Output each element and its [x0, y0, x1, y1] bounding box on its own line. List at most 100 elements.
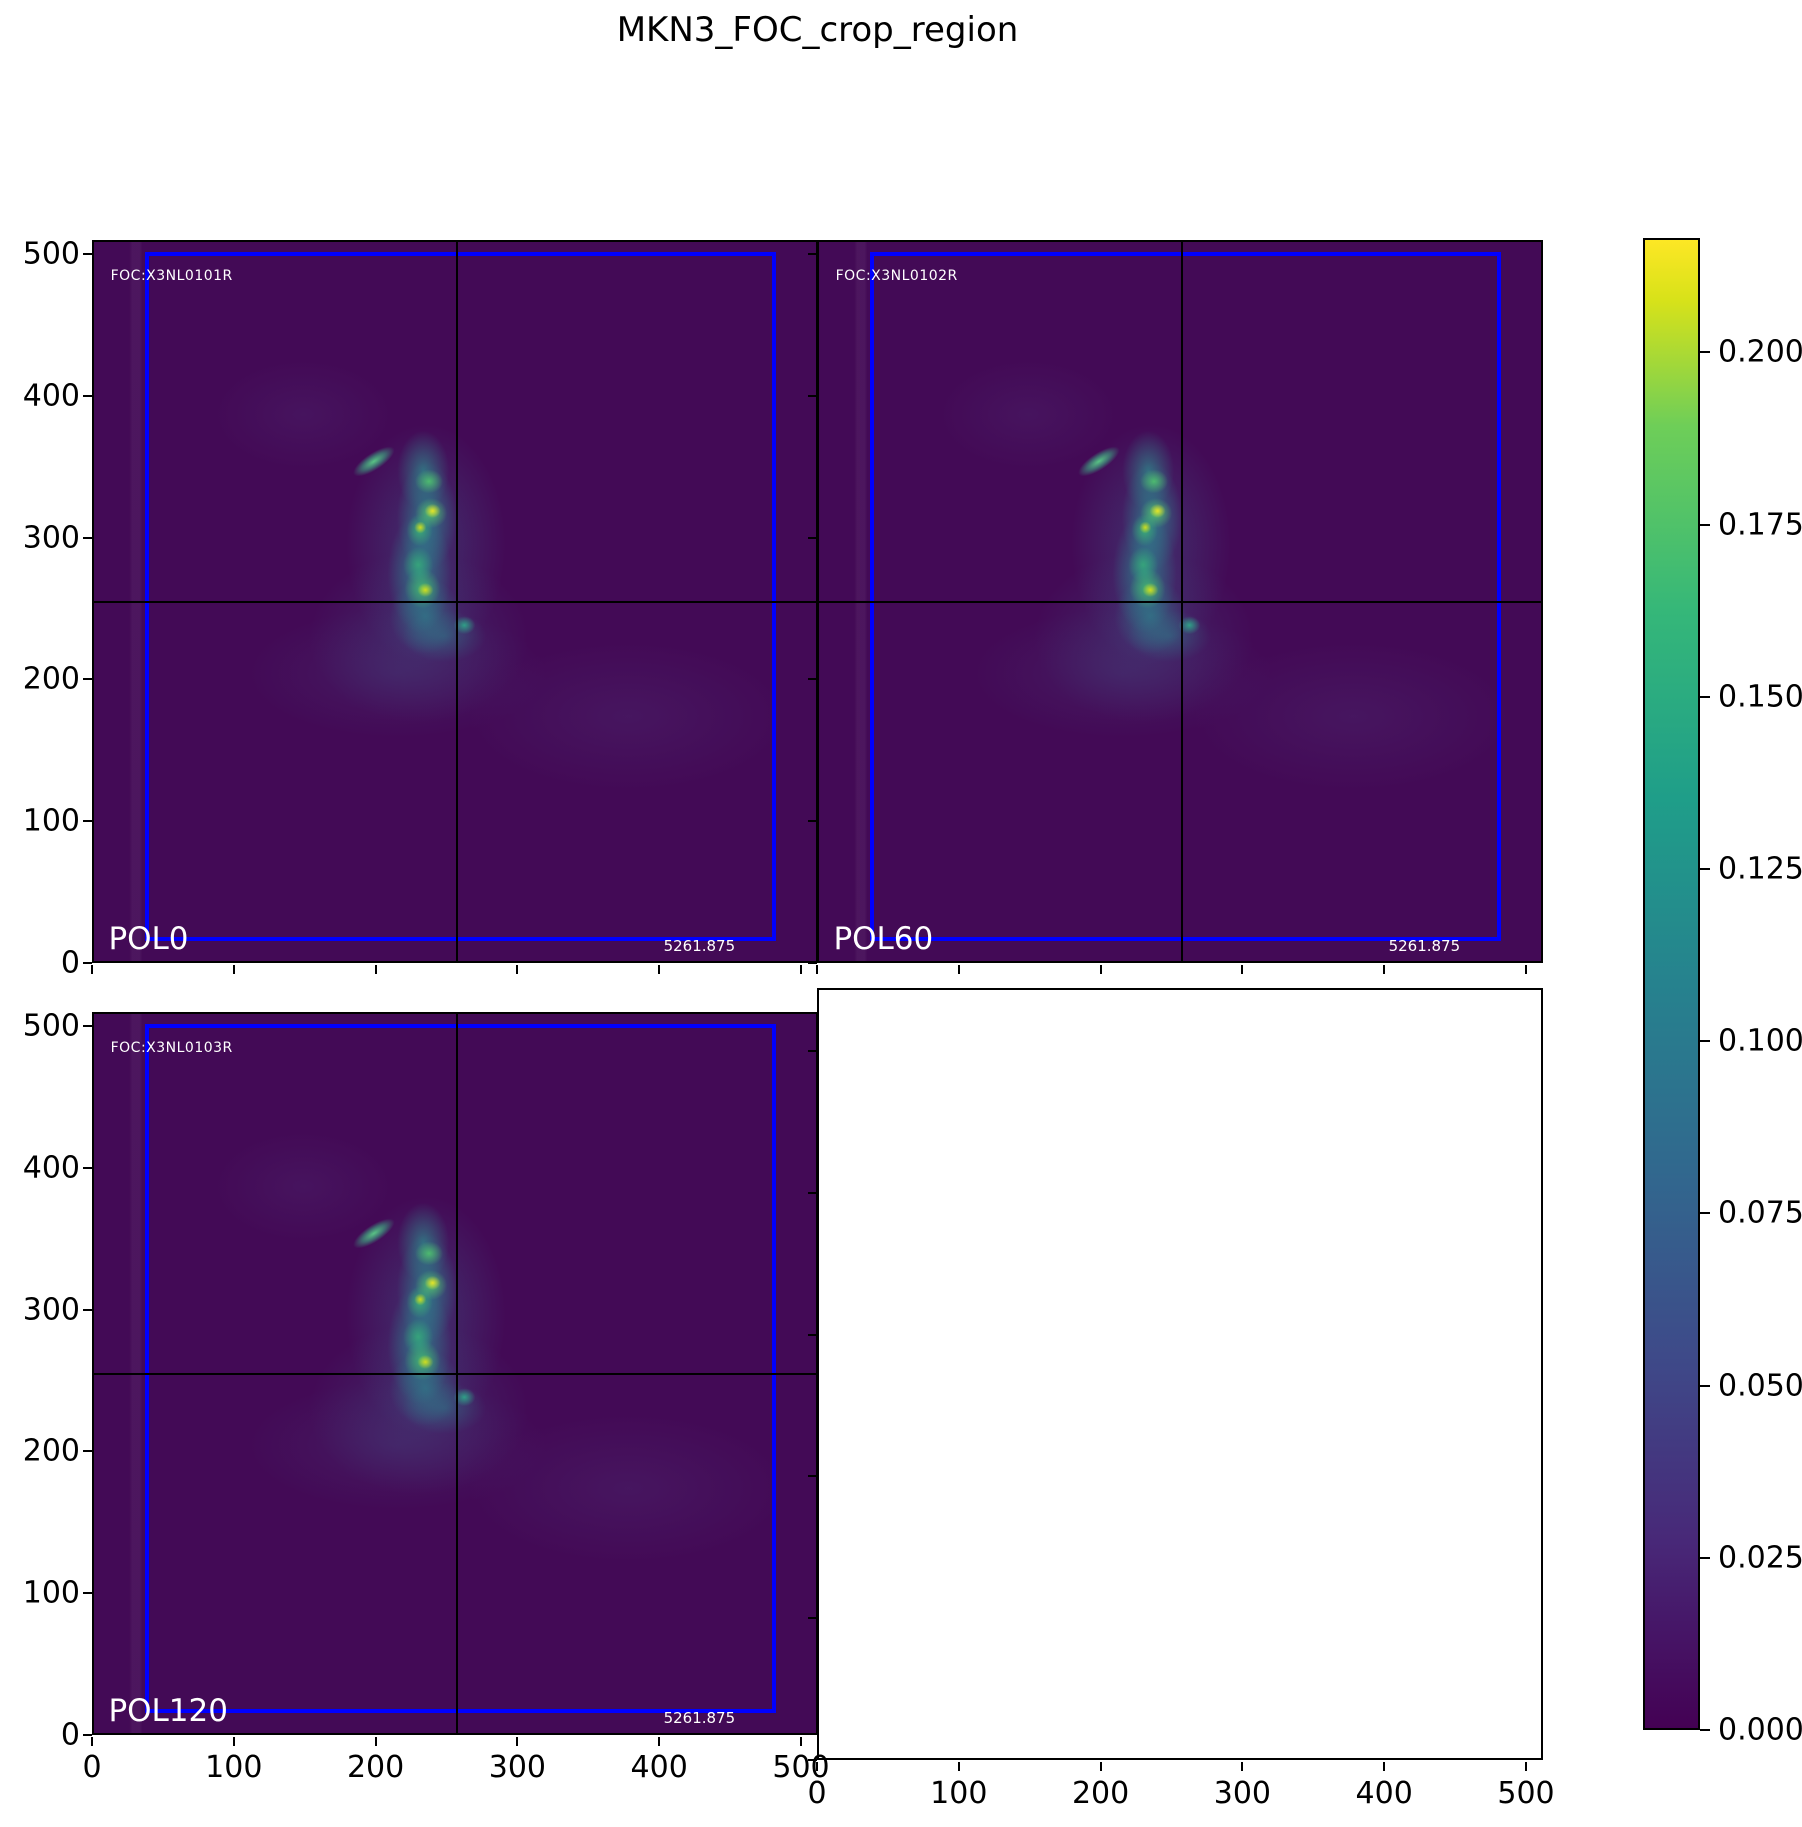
colorbar-tick-label: 0.125: [1718, 851, 1802, 887]
axis-tick-mark: [83, 1734, 92, 1736]
corner-value-label: 5261.875: [663, 936, 736, 955]
x-axis-tick-label: 400: [1355, 1776, 1413, 1811]
y-axis-tick-label: 300: [22, 1292, 80, 1328]
axis-tick-mark: [1241, 965, 1244, 974]
crosshair-horizontal-line: [819, 600, 1541, 603]
axis-tick-mark: [808, 678, 817, 681]
colorbar: [1643, 238, 1700, 1730]
axis-tick-mark: [1700, 351, 1710, 353]
axis-tick-mark: [808, 394, 817, 397]
axis-tick-mark: [658, 1737, 661, 1746]
pol-angle-label: POL0: [108, 920, 189, 957]
axis-tick-mark: [83, 536, 92, 539]
y-axis-tick-label: 400: [22, 1150, 80, 1186]
axis-tick-mark: [1700, 696, 1710, 698]
foc-id-label: FOC:X3NL0103R: [110, 1039, 233, 1056]
colorbar-tick-label: 0.050: [1718, 1368, 1802, 1404]
axis-tick-mark: [516, 1737, 519, 1746]
y-axis-tick-label: 0: [60, 1717, 80, 1753]
axis-tick-mark: [816, 965, 818, 974]
axis-tick-mark: [83, 820, 92, 823]
axis-tick-mark: [1099, 1762, 1102, 1771]
axis-tick-mark: [808, 1050, 817, 1052]
panel-empty: [817, 988, 1543, 1760]
colorbar-tick-label: 0.175: [1718, 507, 1802, 543]
crosshair-horizontal-line: [94, 600, 816, 603]
axis-tick-mark: [808, 536, 817, 539]
axis-tick-mark: [808, 1475, 817, 1478]
axis-tick-mark: [808, 1617, 817, 1620]
colorbar-tick-label: 0.150: [1718, 679, 1802, 715]
axis-tick-mark: [83, 1592, 92, 1595]
axis-tick-mark: [808, 253, 817, 255]
axis-tick-mark: [83, 253, 92, 255]
axis-tick-mark: [1241, 1762, 1244, 1771]
corner-value-label: 5261.875: [663, 1708, 736, 1727]
x-axis-tick-label: 100: [930, 1776, 988, 1811]
y-axis-tick-label: 400: [22, 378, 80, 414]
y-axis-tick-label: 500: [22, 1008, 80, 1044]
axis-tick-mark: [83, 678, 92, 681]
colorbar-tick-label: 0.000: [1718, 1712, 1802, 1748]
pol-angle-label: POL120: [108, 1692, 228, 1729]
y-axis-tick-label: 500: [22, 236, 80, 272]
axis-tick-mark: [374, 965, 377, 974]
x-axis-tick-label: 300: [1213, 1776, 1272, 1811]
axis-tick-mark: [83, 962, 92, 964]
axis-tick-mark: [1700, 1557, 1710, 1559]
y-axis-tick-label: 200: [22, 661, 80, 697]
axis-tick-mark: [957, 965, 960, 974]
colorbar-tick-label: 0.075: [1718, 1195, 1802, 1231]
x-axis-tick-label: 400: [630, 1750, 688, 1785]
axis-tick-mark: [1099, 965, 1102, 974]
foc-id-label: FOC:X3NL0102R: [835, 267, 958, 284]
axis-tick-mark: [232, 965, 235, 974]
y-axis-tick-label: 200: [22, 1433, 80, 1469]
foc-region-box: [144, 1023, 776, 1713]
foc-id-label: FOC:X3NL0101R: [110, 267, 233, 284]
axis-tick-mark: [516, 965, 519, 974]
y-axis-tick-label: 0: [60, 945, 80, 981]
axis-tick-mark: [808, 1333, 817, 1336]
axis-tick-mark: [808, 1759, 817, 1761]
x-axis-tick-label: 500: [772, 1750, 830, 1785]
panel-pol60: FOC:X3NL0102R POL60 5261.875: [817, 240, 1543, 963]
corner-value-label: 5261.875: [1388, 936, 1461, 955]
x-axis-tick-label: 0: [82, 1750, 102, 1785]
foc-region-box: [869, 251, 1501, 941]
axis-tick-mark: [957, 1762, 960, 1771]
foc-region-box: [144, 251, 776, 941]
axis-tick-mark: [374, 1737, 377, 1746]
axis-tick-mark: [83, 1308, 92, 1311]
x-axis-tick-label: 300: [488, 1750, 547, 1785]
axis-tick-mark: [83, 1025, 92, 1027]
axis-tick-mark: [800, 965, 802, 974]
axis-tick-mark: [232, 1737, 235, 1746]
axis-tick-mark: [1700, 1212, 1710, 1214]
colorbar-tick-label: 0.025: [1718, 1540, 1802, 1576]
axis-tick-mark: [658, 965, 661, 974]
x-axis-tick-label: 200: [1071, 1776, 1130, 1811]
axis-tick-mark: [816, 1762, 818, 1771]
x-axis-tick-label: 0: [807, 1776, 827, 1811]
y-axis-tick-label: 100: [22, 803, 80, 839]
axis-tick-mark: [83, 1166, 92, 1169]
axis-tick-mark: [83, 394, 92, 397]
y-axis-tick-label: 300: [22, 520, 80, 556]
x-axis-tick-label: 200: [346, 1750, 405, 1785]
axis-tick-mark: [800, 1737, 802, 1746]
axis-tick-mark: [1525, 965, 1527, 974]
axis-tick-mark: [1525, 1762, 1527, 1771]
crosshair-horizontal-line: [94, 1372, 816, 1375]
panel-pol120: FOC:X3NL0103R POL120 5261.875: [92, 1012, 818, 1735]
colorbar-tick-label: 0.200: [1718, 334, 1802, 370]
axis-tick-mark: [1700, 1729, 1710, 1731]
axis-tick-mark: [1700, 1040, 1710, 1042]
x-axis-tick-label: 100: [205, 1750, 263, 1785]
axis-tick-mark: [808, 962, 817, 964]
axis-tick-mark: [1700, 524, 1710, 526]
axis-tick-mark: [91, 965, 93, 974]
axis-tick-mark: [91, 1737, 93, 1746]
axis-tick-mark: [1383, 965, 1386, 974]
